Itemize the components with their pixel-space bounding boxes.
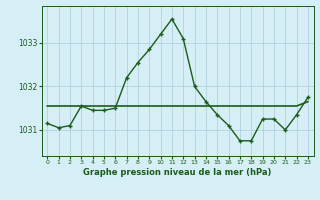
X-axis label: Graphe pression niveau de la mer (hPa): Graphe pression niveau de la mer (hPa) bbox=[84, 168, 272, 177]
